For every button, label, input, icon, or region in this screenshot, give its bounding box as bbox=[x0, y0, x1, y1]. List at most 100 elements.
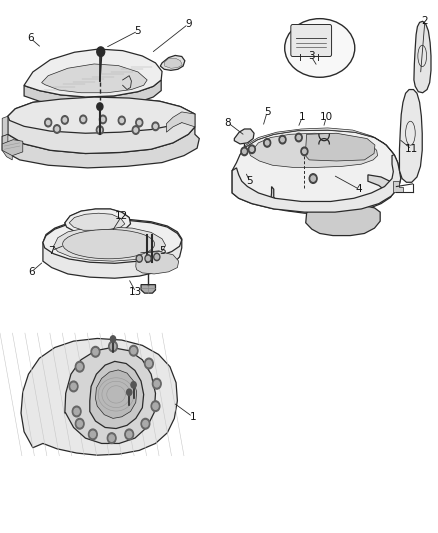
Circle shape bbox=[281, 138, 284, 142]
Polygon shape bbox=[42, 64, 147, 93]
Circle shape bbox=[145, 255, 151, 262]
Polygon shape bbox=[65, 209, 131, 233]
Circle shape bbox=[71, 383, 76, 390]
Circle shape bbox=[295, 133, 302, 142]
Circle shape bbox=[265, 141, 269, 145]
Text: 10: 10 bbox=[320, 112, 333, 122]
Circle shape bbox=[109, 341, 117, 352]
Circle shape bbox=[80, 115, 87, 124]
Circle shape bbox=[248, 145, 255, 154]
Circle shape bbox=[243, 149, 246, 154]
Circle shape bbox=[63, 118, 67, 122]
Polygon shape bbox=[53, 227, 166, 261]
Text: 5: 5 bbox=[246, 176, 253, 186]
Text: 6: 6 bbox=[28, 267, 35, 277]
Circle shape bbox=[125, 429, 134, 440]
Circle shape bbox=[77, 364, 82, 370]
Circle shape bbox=[46, 120, 50, 125]
Polygon shape bbox=[399, 90, 422, 182]
Polygon shape bbox=[8, 97, 195, 133]
Text: 7: 7 bbox=[48, 246, 55, 255]
Polygon shape bbox=[141, 285, 155, 293]
Polygon shape bbox=[271, 175, 392, 214]
Circle shape bbox=[69, 381, 78, 392]
Circle shape bbox=[138, 256, 141, 261]
Circle shape bbox=[96, 126, 103, 134]
Polygon shape bbox=[306, 205, 380, 236]
Text: 12: 12 bbox=[115, 211, 128, 221]
Circle shape bbox=[297, 135, 300, 140]
Circle shape bbox=[109, 435, 114, 441]
Circle shape bbox=[75, 361, 84, 372]
Polygon shape bbox=[69, 213, 125, 230]
Circle shape bbox=[97, 47, 105, 56]
Text: 1: 1 bbox=[189, 412, 196, 422]
Text: 11: 11 bbox=[405, 144, 418, 154]
Circle shape bbox=[129, 345, 138, 356]
Circle shape bbox=[303, 149, 306, 154]
Circle shape bbox=[152, 378, 161, 389]
Circle shape bbox=[120, 118, 124, 123]
Circle shape bbox=[91, 346, 100, 357]
Circle shape bbox=[141, 418, 150, 429]
Circle shape bbox=[81, 117, 85, 122]
Circle shape bbox=[301, 147, 308, 156]
Circle shape bbox=[110, 336, 116, 342]
Ellipse shape bbox=[285, 19, 355, 77]
Polygon shape bbox=[95, 370, 137, 418]
Circle shape bbox=[55, 127, 59, 131]
Circle shape bbox=[264, 139, 271, 147]
Circle shape bbox=[153, 403, 158, 409]
Polygon shape bbox=[136, 252, 179, 274]
Circle shape bbox=[131, 382, 136, 388]
Polygon shape bbox=[234, 129, 254, 144]
Circle shape bbox=[309, 174, 317, 183]
Text: 8: 8 bbox=[224, 118, 231, 127]
Polygon shape bbox=[65, 209, 131, 239]
Text: 3: 3 bbox=[307, 51, 314, 61]
Circle shape bbox=[145, 358, 153, 369]
Circle shape bbox=[154, 381, 159, 387]
Circle shape bbox=[53, 125, 60, 133]
Circle shape bbox=[88, 429, 97, 440]
Circle shape bbox=[99, 115, 106, 124]
Circle shape bbox=[136, 118, 143, 127]
Circle shape bbox=[143, 421, 148, 427]
Circle shape bbox=[311, 176, 315, 181]
Circle shape bbox=[98, 128, 102, 132]
Polygon shape bbox=[24, 80, 161, 108]
Circle shape bbox=[77, 421, 82, 427]
Circle shape bbox=[75, 418, 84, 429]
Polygon shape bbox=[43, 220, 182, 263]
Circle shape bbox=[101, 117, 105, 122]
Circle shape bbox=[146, 360, 152, 367]
Polygon shape bbox=[8, 97, 195, 154]
Circle shape bbox=[118, 116, 125, 125]
Polygon shape bbox=[43, 219, 182, 278]
Circle shape bbox=[146, 256, 150, 261]
Text: 1: 1 bbox=[299, 112, 306, 122]
Circle shape bbox=[151, 401, 160, 411]
Circle shape bbox=[107, 433, 116, 443]
Circle shape bbox=[279, 135, 286, 144]
Polygon shape bbox=[2, 127, 199, 168]
Polygon shape bbox=[240, 128, 393, 155]
Circle shape bbox=[61, 116, 68, 124]
Polygon shape bbox=[232, 130, 401, 212]
Circle shape bbox=[110, 343, 116, 350]
Ellipse shape bbox=[63, 229, 155, 259]
Circle shape bbox=[136, 255, 142, 262]
Polygon shape bbox=[164, 58, 182, 68]
Circle shape bbox=[127, 389, 132, 395]
Circle shape bbox=[250, 147, 254, 151]
Text: 5: 5 bbox=[134, 26, 141, 36]
Circle shape bbox=[134, 128, 138, 132]
Polygon shape bbox=[393, 181, 403, 192]
Circle shape bbox=[131, 348, 136, 354]
Circle shape bbox=[154, 124, 157, 128]
Polygon shape bbox=[304, 133, 375, 161]
Polygon shape bbox=[249, 133, 378, 167]
Circle shape bbox=[74, 408, 79, 415]
Circle shape bbox=[154, 253, 160, 261]
Circle shape bbox=[97, 103, 103, 110]
